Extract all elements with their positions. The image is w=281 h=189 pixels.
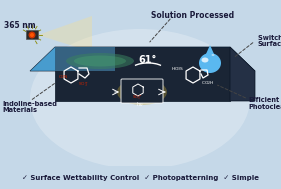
Text: $\mathregular{O_2N}$: $\mathregular{O_2N}$ [58,73,68,81]
Polygon shape [38,16,92,52]
Polygon shape [55,47,230,101]
Bar [0,166,281,189]
Text: $\mathregular{SO_3^-}$: $\mathregular{SO_3^-}$ [78,81,89,89]
Ellipse shape [212,54,214,56]
Ellipse shape [117,79,167,105]
Text: ✓ Surface Wettability Control  ✓ Photopatterning  ✓ Simple: ✓ Surface Wettability Control ✓ Photopat… [22,175,259,181]
Polygon shape [230,47,255,101]
Circle shape [28,32,35,39]
Ellipse shape [201,57,209,63]
Text: $\mathregular{CO_2H}$: $\mathregular{CO_2H}$ [201,79,214,87]
FancyBboxPatch shape [121,79,163,103]
Text: 61°: 61° [139,55,157,65]
Ellipse shape [74,56,126,67]
Text: Switchable Smart
Surfaces: Switchable Smart Surfaces [258,35,281,47]
Text: Solution Processed: Solution Processed [151,12,235,20]
Ellipse shape [126,84,158,100]
Polygon shape [30,47,255,71]
Text: hν: hν [137,102,143,107]
Text: $\mathregular{SO_3^-}$: $\mathregular{SO_3^-}$ [132,93,142,101]
Polygon shape [206,45,214,54]
Text: Efficient
Photocleavage: Efficient Photocleavage [248,98,281,111]
Ellipse shape [66,53,134,69]
Text: 365 nm: 365 nm [4,22,36,30]
Circle shape [30,33,34,37]
Ellipse shape [30,29,250,169]
Text: Indoline-based
Materials: Indoline-based Materials [2,101,57,114]
Polygon shape [30,47,115,71]
Bar [26,30,38,39]
Ellipse shape [199,53,221,73]
Text: $\mathregular{HO_3S}$: $\mathregular{HO_3S}$ [171,65,184,73]
